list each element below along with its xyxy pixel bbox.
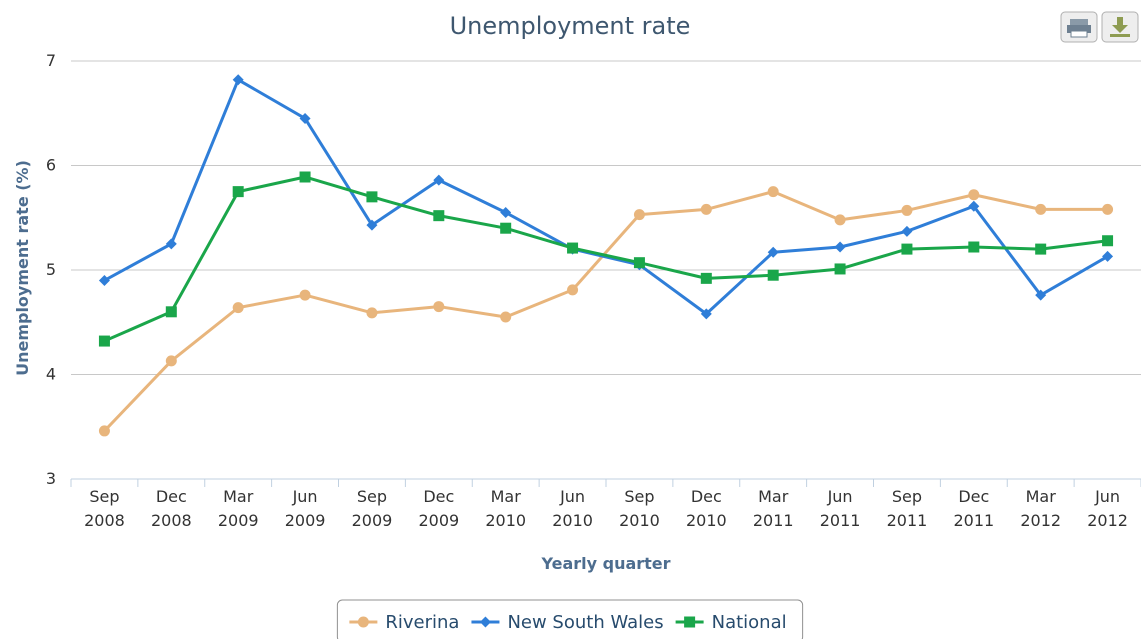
data-point-new-south-wales (232, 74, 244, 86)
legend-label: National (712, 612, 787, 633)
x-tick-label: Sep 2010 (619, 487, 660, 530)
data-point-riverina (366, 307, 378, 319)
y-tick-label: 6 (46, 156, 56, 175)
chart-title: Unemployment rate (450, 12, 691, 40)
download-icon (1110, 17, 1130, 37)
data-point-national (834, 263, 846, 275)
x-tick-label: Jun 2009 (285, 487, 326, 530)
data-point-new-south-wales (165, 238, 177, 250)
data-point-national (901, 243, 913, 255)
data-point-new-south-wales (834, 241, 846, 253)
x-tick-label: Dec 2010 (686, 487, 727, 530)
x-tick-label: Jun 2011 (820, 487, 861, 530)
series-national (98, 171, 1114, 347)
data-point-riverina (834, 214, 846, 226)
x-tick-label: Sep 2009 (352, 487, 393, 530)
legend-marker-riverina (357, 616, 369, 628)
data-point-new-south-wales (500, 207, 512, 219)
data-point-new-south-wales (1035, 289, 1047, 301)
data-point-riverina (700, 203, 712, 215)
data-point-new-south-wales (700, 308, 712, 320)
legend-label: New South Wales (507, 612, 663, 633)
data-point-new-south-wales (1102, 250, 1114, 262)
data-point-national (767, 269, 779, 281)
data-point-national (500, 222, 512, 234)
x-tick-label: Mar 2009 (218, 487, 259, 530)
x-tick-label: Mar 2010 (485, 487, 526, 530)
data-point-riverina (299, 289, 311, 301)
x-tick-label: Mar 2012 (1020, 487, 1061, 530)
data-point-riverina (968, 189, 980, 201)
data-point-new-south-wales (366, 219, 378, 231)
data-point-riverina (433, 301, 445, 313)
legend-marker-new-south-wales (479, 616, 491, 628)
data-point-new-south-wales (767, 246, 779, 258)
series-line-new-south-wales (103, 78, 1109, 316)
print-button[interactable] (1060, 11, 1098, 43)
x-tick-label: Dec 2009 (418, 487, 459, 530)
data-point-national (968, 241, 980, 253)
series-line-national (103, 175, 1108, 343)
legend-item-riverina[interactable]: Riverina (349, 612, 459, 633)
data-point-new-south-wales (968, 200, 980, 212)
data-point-national (98, 335, 110, 347)
data-point-national (1102, 235, 1114, 247)
data-point-riverina (633, 209, 645, 221)
data-point-riverina (500, 311, 512, 323)
legend-item-national[interactable]: National (675, 612, 787, 633)
x-tick-label: Mar 2011 (753, 487, 794, 530)
data-point-riverina (767, 186, 779, 198)
data-point-national (700, 272, 712, 284)
gridlines (71, 60, 1141, 480)
data-point-riverina (1102, 203, 1114, 215)
data-point-new-south-wales (299, 112, 311, 124)
data-point-national (366, 191, 378, 203)
x-tick-label: Jun 2010 (552, 487, 593, 530)
data-point-national (633, 257, 645, 269)
y-tick-label: 3 (46, 469, 56, 488)
printer-icon (1067, 19, 1091, 38)
data-point-new-south-wales (901, 225, 913, 237)
data-point-new-south-wales (98, 274, 110, 286)
data-point-national (1035, 243, 1047, 255)
series-riverina (98, 186, 1114, 437)
y-axis: 3 4 5 6 7 (46, 51, 56, 488)
x-tick-label: Dec 2008 (151, 487, 192, 530)
data-point-riverina (232, 302, 244, 314)
data-point-national (567, 242, 579, 254)
data-point-riverina (1035, 203, 1047, 215)
x-tick-label: Sep 2008 (84, 487, 125, 530)
x-tick-label: Dec 2011 (953, 487, 994, 530)
data-point-national (433, 210, 445, 222)
x-axis: Sep 2008 Dec 2008 Mar 2009 Jun 2009 Sep 2009 Dec 20… (70, 479, 1141, 530)
legend-marker-national (684, 616, 696, 628)
x-tick-label: Sep 2011 (887, 487, 928, 530)
data-point-national (165, 306, 177, 318)
data-point-riverina (901, 204, 913, 216)
legend-box (336, 599, 804, 639)
data-point-national (299, 171, 311, 183)
x-tick-label: Jun 2012 (1087, 487, 1128, 530)
legend-label: Riverina (385, 612, 459, 633)
y-tick-label: 5 (46, 260, 56, 279)
legend: Riverina New South Wales National (336, 599, 804, 639)
x-axis-title: Yearly quarter (540, 554, 670, 573)
y-axis-title: Unemployment rate (%) (13, 160, 32, 376)
y-tick-label: 4 (46, 365, 56, 384)
download-button[interactable] (1101, 11, 1139, 43)
data-point-new-south-wales (433, 174, 445, 186)
legend-item-new-south-wales[interactable]: New South Wales (471, 612, 664, 633)
plot-area (98, 74, 1114, 437)
data-point-national (232, 186, 244, 198)
y-tick-label: 7 (46, 51, 56, 70)
data-point-riverina (567, 284, 579, 296)
data-point-riverina (165, 355, 177, 367)
data-point-riverina (98, 425, 110, 437)
series-line-riverina (103, 190, 1108, 432)
